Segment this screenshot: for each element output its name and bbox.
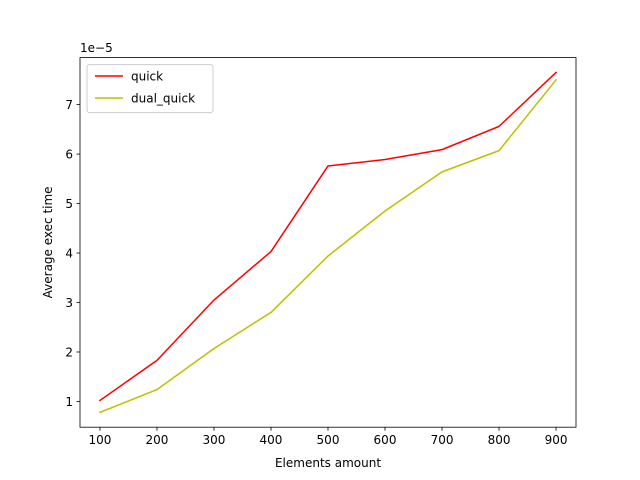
series-layer bbox=[98, 71, 558, 414]
y-tick-label: 4 bbox=[65, 246, 73, 260]
legend-label-dual-quick: dual_quick bbox=[131, 91, 195, 105]
x-tick-label: 600 bbox=[374, 433, 397, 447]
y-offset-label: 1e−5 bbox=[80, 41, 113, 55]
x-tick-label: 100 bbox=[89, 433, 112, 447]
x-tick-label: 900 bbox=[545, 433, 568, 447]
y-tick-label: 3 bbox=[65, 296, 73, 310]
x-tick-label: 400 bbox=[260, 433, 283, 447]
ticks-layer: 100 200 300 400 500 600 700 800 900 1 2 3 4 5 6 7 bbox=[65, 98, 567, 447]
x-tick-label: 700 bbox=[431, 433, 454, 447]
x-tick-label: 800 bbox=[488, 433, 511, 447]
y-tick-label: 6 bbox=[65, 147, 73, 161]
plot-frame bbox=[79, 57, 577, 428]
legend-label-quick: quick bbox=[131, 69, 163, 83]
y-tick-label: 2 bbox=[65, 345, 73, 359]
y-tick-label: 5 bbox=[65, 197, 73, 211]
y-tick-label: 1 bbox=[65, 395, 73, 409]
x-axis-label: Elements amount bbox=[275, 456, 381, 470]
legend: quick dual_quick bbox=[86, 64, 214, 114]
plot-area bbox=[80, 57, 576, 428]
x-tick-label: 500 bbox=[317, 433, 340, 447]
y-axis-label: Average exec time bbox=[41, 186, 55, 298]
x-tick-label: 300 bbox=[203, 433, 226, 447]
x-tick-label: 200 bbox=[146, 433, 169, 447]
y-tick-label: 7 bbox=[65, 98, 73, 112]
